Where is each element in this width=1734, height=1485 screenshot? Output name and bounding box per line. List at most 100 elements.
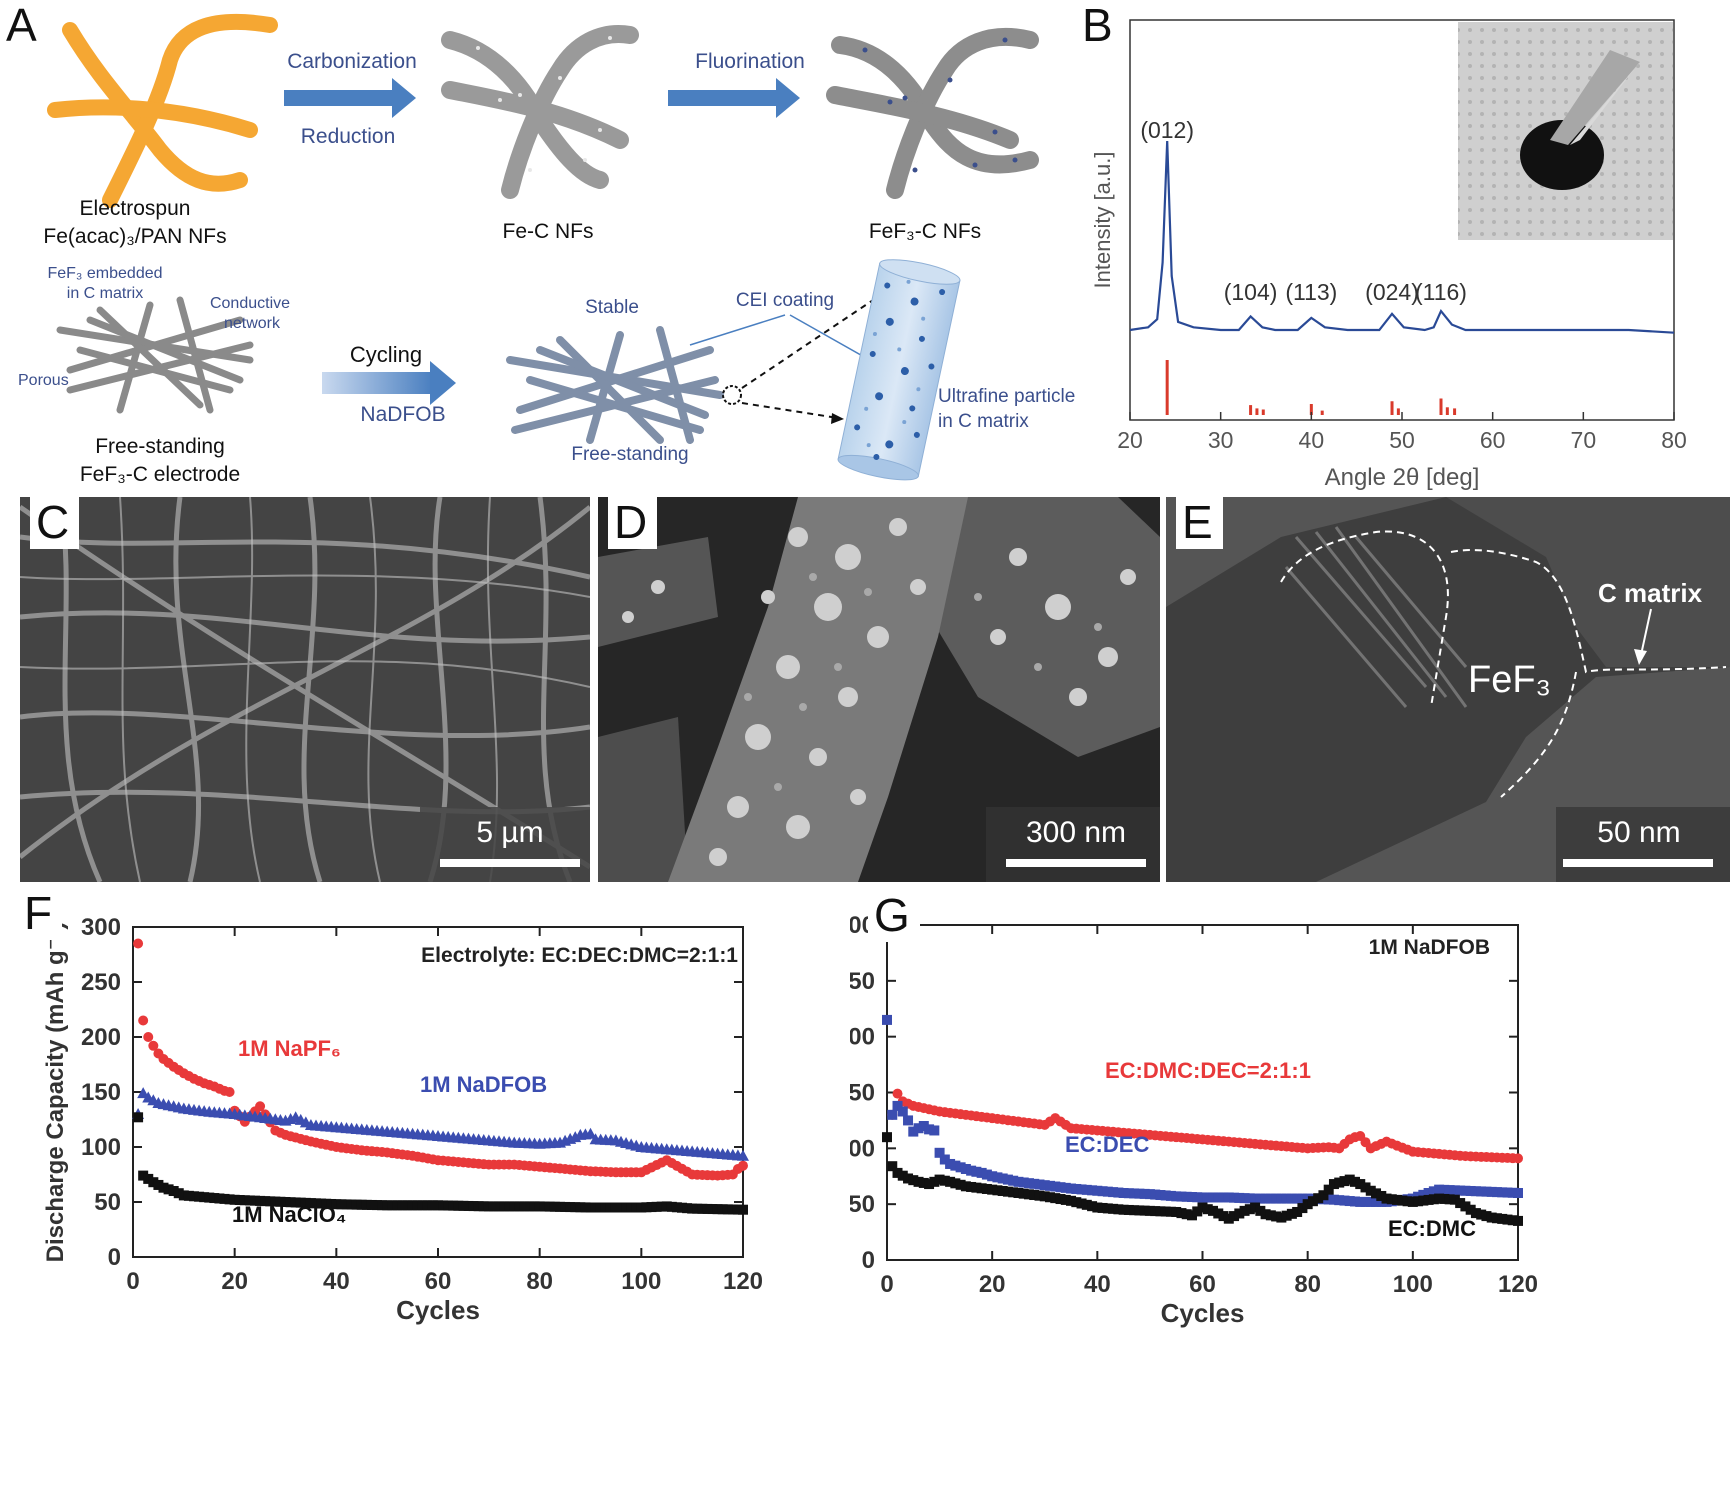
y-tick-label: 300 xyxy=(81,914,121,941)
data-point xyxy=(138,1015,149,1026)
data-point xyxy=(1060,1182,1071,1193)
data-point xyxy=(1428,1194,1439,1205)
data-point xyxy=(717,1204,728,1215)
data-point xyxy=(1460,1201,1471,1212)
data-point xyxy=(892,1088,903,1099)
data-point xyxy=(671,1202,682,1213)
peak-label: (113) xyxy=(1285,279,1337,305)
data-point xyxy=(1402,1196,1413,1207)
series-2 xyxy=(133,1112,748,1215)
data-point xyxy=(1239,1193,1250,1204)
precursor-label-1: Electrospun xyxy=(80,197,191,220)
y-tick-label: 200 xyxy=(81,1024,121,1051)
data-point xyxy=(1013,1188,1024,1198)
arrow-carbonization xyxy=(284,90,394,106)
data-point xyxy=(1481,1211,1492,1222)
data-point xyxy=(976,1183,987,1194)
data-point xyxy=(163,1184,174,1195)
data-point xyxy=(882,1132,892,1143)
data-point xyxy=(158,1182,169,1193)
data-point xyxy=(427,1200,438,1211)
data-point xyxy=(275,1196,286,1207)
data-point xyxy=(402,1200,413,1211)
data-point xyxy=(1439,1184,1450,1195)
data-point xyxy=(453,1200,464,1211)
data-point xyxy=(1265,1193,1276,1204)
data-point xyxy=(1171,1206,1182,1217)
y-tick-label: 200 xyxy=(850,1024,875,1051)
data-point xyxy=(377,1200,388,1211)
data-point xyxy=(924,1124,935,1135)
data-point xyxy=(1186,1192,1197,1203)
data-point xyxy=(1155,1206,1166,1217)
data-point xyxy=(908,1126,919,1137)
data-point xyxy=(666,1201,677,1212)
data-point xyxy=(712,1204,723,1215)
data-point xyxy=(1334,1177,1345,1188)
y-tick-label: 150 xyxy=(81,1079,121,1106)
panel-letter-d: D xyxy=(608,497,658,549)
x-tick-label: 40 xyxy=(323,1268,350,1295)
data-point xyxy=(892,1167,903,1178)
y-tick-label: 50 xyxy=(850,1191,875,1218)
data-point xyxy=(1102,1203,1113,1214)
data-point xyxy=(1076,1184,1087,1195)
y-tick-label: 100 xyxy=(850,1135,875,1162)
electrode-label-1: Free-standing xyxy=(95,435,225,458)
data-point xyxy=(1229,1211,1240,1222)
data-point xyxy=(1208,1192,1219,1203)
data-point xyxy=(1066,1183,1077,1194)
data-point xyxy=(636,1202,647,1213)
data-point xyxy=(1444,1185,1455,1196)
data-point xyxy=(897,1106,908,1117)
data-point xyxy=(992,1172,1003,1183)
data-point xyxy=(722,1204,733,1215)
data-point xyxy=(1071,1183,1082,1194)
data-point xyxy=(255,1101,266,1112)
data-point xyxy=(1071,1197,1082,1208)
series-label: EC:DEC xyxy=(1065,1132,1149,1157)
data-point xyxy=(250,1195,260,1206)
panel-letter-c: C xyxy=(30,497,80,549)
data-point xyxy=(1502,1214,1513,1225)
data-point xyxy=(463,1200,474,1211)
data-point xyxy=(361,1199,372,1210)
data-point xyxy=(1092,1185,1103,1196)
conductive-label-2: network xyxy=(224,315,281,332)
data-point xyxy=(1271,1193,1282,1204)
x-tick-label: 100 xyxy=(1393,1271,1433,1298)
data-point xyxy=(976,1167,987,1178)
data-point xyxy=(1055,1194,1066,1205)
data-point xyxy=(1355,1179,1366,1190)
data-point xyxy=(1155,1190,1166,1201)
data-point xyxy=(1491,1213,1502,1224)
data-point xyxy=(239,1195,250,1206)
data-point xyxy=(448,1200,459,1211)
data-point xyxy=(341,1199,352,1210)
data-point xyxy=(295,1197,306,1208)
data-point xyxy=(1376,1190,1387,1201)
tem-image-e: FeF₃ C matrix 50 nm xyxy=(1166,497,1730,882)
data-point xyxy=(924,1179,935,1190)
data-point xyxy=(433,1200,443,1211)
data-point xyxy=(992,1185,1003,1196)
data-point xyxy=(1160,1206,1171,1217)
data-point xyxy=(422,1200,433,1211)
data-point xyxy=(913,1176,924,1187)
data-point xyxy=(1339,1195,1350,1206)
data-point xyxy=(1097,1202,1108,1213)
data-point xyxy=(1502,1187,1513,1198)
data-point xyxy=(1165,1190,1176,1201)
data-point xyxy=(955,1179,966,1190)
data-point xyxy=(966,1165,977,1176)
data-point xyxy=(1108,1203,1119,1214)
data-point xyxy=(1323,1194,1334,1205)
data-point xyxy=(1208,1205,1219,1216)
data-point xyxy=(331,1199,342,1210)
data-point xyxy=(1439,1193,1450,1204)
data-point xyxy=(1018,1177,1029,1188)
x-tick-label: 70 xyxy=(1571,427,1597,453)
data-point xyxy=(133,938,144,949)
data-point xyxy=(1223,1213,1234,1224)
x-tick-label: 60 xyxy=(425,1268,452,1295)
